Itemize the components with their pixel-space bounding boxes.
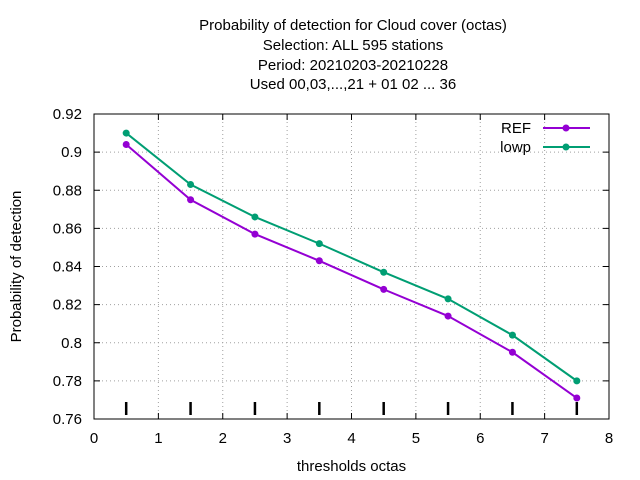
chart-title-line-4: Used 00,03,...,21 + 01 02 ... 36: [249, 76, 457, 93]
data-point: [251, 213, 259, 221]
data-point: [251, 230, 259, 238]
y-tick-label: 0.9: [61, 144, 82, 161]
y-axis-tick-labels: 0.76 0.78 0.8 0.82 0.84 0.86 0.88 0.9 0.92: [53, 106, 82, 428]
legend: REF lowp: [500, 120, 590, 156]
x-axis-tick-labels: 0 1 2 3 4 5 6 7 8: [90, 430, 613, 447]
y-tick-label: 0.8: [61, 335, 82, 352]
data-point: [380, 268, 388, 276]
series-line-ref: [125, 143, 578, 399]
rug-ticks: [124, 402, 579, 415]
x-tick-label: 4: [347, 430, 355, 447]
chart-title-line-3: Period: 20210203-20210228: [257, 57, 449, 74]
y-tick-label: 0.82: [53, 297, 82, 314]
data-point: [122, 129, 130, 137]
data-point: [444, 295, 452, 303]
x-tick-label: 8: [605, 430, 613, 447]
series-line-lowp: [125, 132, 578, 382]
x-tick-label: 2: [219, 430, 227, 447]
legend-marker: [562, 124, 570, 132]
x-tick-label: 7: [540, 430, 548, 447]
axis-ticks: [93, 113, 610, 420]
y-axis-label: Probability of detection: [8, 191, 25, 343]
legend-label-lowp: lowp: [500, 139, 531, 156]
y-tick-label: 0.78: [53, 373, 82, 390]
data-point: [315, 240, 323, 248]
data-point: [573, 394, 581, 402]
chart-title-line-1: Probability of detection for Cloud cover…: [199, 17, 507, 34]
x-tick-label: 3: [283, 430, 291, 447]
data-point: [315, 257, 323, 265]
data-point: [122, 141, 130, 148]
chart-title-line-2: Selection: ALL 595 stations: [262, 37, 444, 54]
legend-marker: [562, 143, 570, 151]
data-point: [444, 312, 452, 320]
y-tick-label: 0.76: [53, 411, 82, 428]
data-point: [380, 285, 388, 293]
y-tick-label: 0.84: [53, 259, 82, 276]
x-tick-label: 6: [476, 430, 484, 447]
grid-lines: [94, 114, 609, 419]
x-tick-label: 5: [412, 430, 420, 447]
x-axis-label: thresholds octas: [297, 458, 406, 475]
data-point: [573, 377, 581, 385]
data-point: [187, 196, 195, 204]
y-tick-label: 0.86: [53, 220, 82, 237]
x-tick-label: 1: [154, 430, 162, 447]
x-tick-label: 0: [90, 430, 98, 447]
data-point: [508, 331, 516, 339]
y-tick-label: 0.88: [53, 182, 82, 199]
legend-label-ref: REF: [501, 120, 531, 137]
series-group: [122, 129, 581, 402]
data-point: [187, 181, 195, 189]
data-point: [508, 348, 516, 356]
y-tick-label: 0.92: [53, 106, 82, 123]
